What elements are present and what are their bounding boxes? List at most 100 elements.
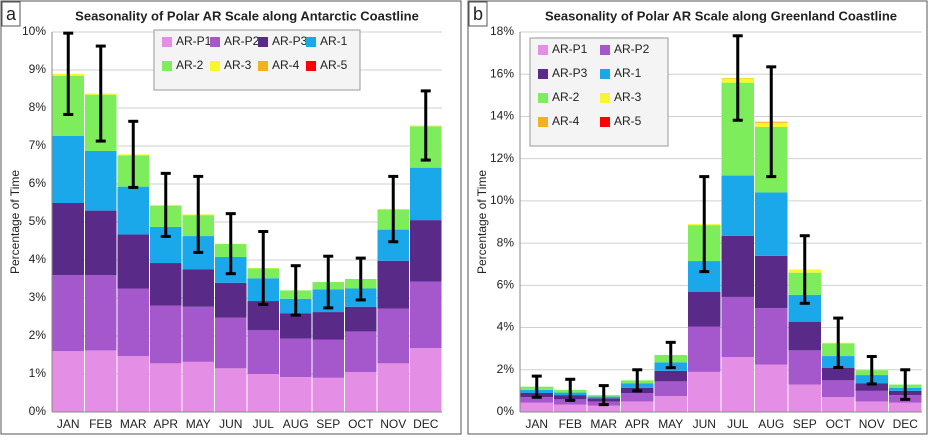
- bar-segment: [554, 405, 587, 412]
- y-tick-label: 4%: [29, 252, 47, 266]
- bar-segment: [410, 282, 442, 349]
- chart-title: Seasonality of Polar AR Scale along Anta…: [75, 8, 419, 23]
- bar-segment: [588, 406, 621, 412]
- bar-segment: [280, 313, 312, 338]
- legend-label: AR-5: [614, 114, 642, 128]
- bar-segment: [521, 403, 554, 413]
- bar-segment: [789, 385, 822, 412]
- legend-label: AR-P3: [552, 66, 588, 80]
- y-tick-label: 0%: [497, 404, 515, 418]
- y-tick-label: 9%: [29, 62, 47, 76]
- bar-segment: [621, 401, 654, 412]
- y-tick-label: 5%: [29, 214, 47, 228]
- y-tick-label: 6%: [497, 278, 515, 292]
- y-tick-label: 16%: [490, 66, 514, 80]
- legend-swatch: [258, 37, 268, 47]
- bar-segment: [150, 306, 182, 364]
- bar-segment: [85, 350, 117, 412]
- bar-segment: [722, 357, 755, 412]
- x-tick-label: MAR: [590, 417, 617, 431]
- y-tick-label: 8%: [497, 235, 515, 249]
- bar-segment: [688, 372, 721, 412]
- x-tick-label: JUN: [219, 417, 242, 431]
- bar-segment: [313, 340, 345, 378]
- x-tick-label: MAY: [186, 417, 211, 431]
- bar-segment: [345, 372, 377, 412]
- bar-segment: [722, 176, 755, 236]
- bar-segment: [378, 309, 410, 364]
- legend-label: AR-5: [320, 58, 348, 72]
- chart-title: Seasonality of Polar AR Scale along Gree…: [545, 8, 897, 23]
- legend-label: AR-P1: [176, 34, 212, 48]
- legend-label: AR-2: [176, 58, 204, 72]
- legend-swatch: [538, 117, 548, 127]
- bar-segment: [85, 275, 117, 350]
- bar-segment: [118, 235, 150, 289]
- x-tick-label: JAN: [57, 417, 80, 431]
- bar-segment: [345, 307, 377, 332]
- bar-segment: [280, 339, 312, 377]
- legend-label: AR-4: [552, 114, 580, 128]
- legend-label: AR-1: [320, 34, 348, 48]
- bar-segment: [183, 362, 215, 412]
- legend-swatch: [538, 69, 548, 79]
- x-tick-label: SEP: [316, 417, 340, 431]
- legend-swatch: [600, 45, 610, 55]
- legend-label: AR-1: [614, 66, 642, 80]
- legend-swatch: [162, 37, 172, 47]
- panel-label: a: [6, 4, 17, 24]
- bar-segment: [248, 330, 280, 374]
- x-tick-label: AUG: [283, 417, 309, 431]
- y-tick-label: 6%: [29, 176, 47, 190]
- bar-segment: [118, 356, 150, 412]
- x-tick-label: MAR: [120, 417, 147, 431]
- bar-segment: [378, 261, 410, 309]
- bar-segment: [621, 393, 654, 401]
- bar-segment: [118, 289, 150, 357]
- bar-segment: [856, 391, 889, 402]
- x-tick-label: JUL: [253, 417, 275, 431]
- x-tick-label: JUN: [693, 417, 716, 431]
- bar-segment: [722, 297, 755, 357]
- bar-segment: [313, 312, 345, 340]
- bar-segment: [655, 396, 688, 412]
- legend-label: AR-P2: [224, 34, 260, 48]
- y-tick-label: 2%: [29, 328, 47, 342]
- legend-swatch: [306, 37, 316, 47]
- bar-segment: [822, 380, 855, 397]
- x-tick-label: NOV: [859, 417, 885, 431]
- bar-segment: [755, 308, 788, 364]
- bar-segment: [655, 371, 688, 382]
- y-tick-label: 8%: [29, 100, 47, 114]
- y-tick-label: 18%: [490, 24, 514, 38]
- bar-segment: [410, 220, 442, 282]
- bar-segment: [53, 203, 85, 275]
- legend-swatch: [600, 117, 610, 127]
- bar-segment: [856, 401, 889, 412]
- y-tick-label: 1%: [29, 366, 47, 380]
- x-tick-label: DEC: [893, 417, 919, 431]
- x-tick-label: APR: [625, 417, 650, 431]
- panel-label: b: [473, 4, 483, 24]
- legend-swatch: [210, 61, 220, 71]
- bar-segment: [215, 368, 247, 412]
- y-axis-label: Percentage of Time: [8, 170, 22, 274]
- x-tick-label: JAN: [525, 417, 548, 431]
- bar-segment: [280, 377, 312, 412]
- legend-label: AR-P2: [614, 42, 650, 56]
- legend-swatch: [600, 69, 610, 79]
- x-tick-label: JUL: [727, 417, 749, 431]
- y-tick-label: 12%: [490, 151, 514, 165]
- y-tick-label: 3%: [29, 290, 47, 304]
- legend-swatch: [538, 93, 548, 103]
- bar-segment: [248, 374, 280, 412]
- bar-segment: [53, 351, 85, 412]
- legend-label: AR-P1: [552, 42, 588, 56]
- x-tick-label: OCT: [826, 417, 852, 431]
- y-tick-label: 0%: [29, 404, 47, 418]
- legend-swatch: [600, 93, 610, 103]
- x-tick-label: APR: [153, 417, 178, 431]
- bar-segment: [345, 331, 377, 372]
- legend-swatch: [306, 61, 316, 71]
